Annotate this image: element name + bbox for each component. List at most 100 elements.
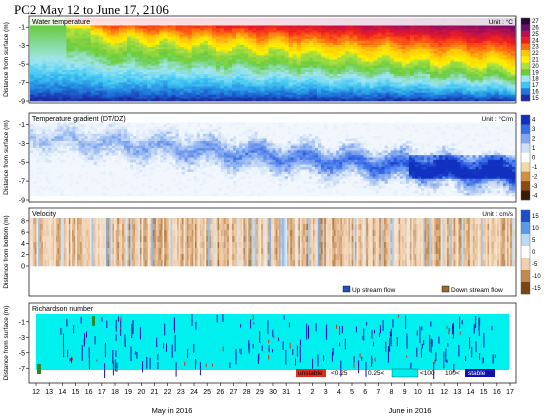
temperature-cell — [66, 42, 71, 46]
temperature-cell — [139, 69, 144, 73]
temperature-cell — [191, 84, 197, 87]
temperature-cell — [413, 76, 419, 79]
temperature-cell — [66, 49, 71, 52]
temperature-cell — [365, 88, 370, 92]
temperature-cell — [288, 88, 294, 92]
temperature-cell — [458, 76, 463, 79]
temperature-cell — [498, 61, 504, 65]
temperature-cell — [135, 98, 140, 102]
temperature-cell — [163, 44, 168, 48]
temperature-cell — [284, 82, 290, 85]
temperature-cell — [413, 51, 419, 54]
temperature-cell — [175, 80, 180, 83]
temperature-cell — [413, 42, 419, 46]
temperature-cell — [46, 76, 51, 79]
temperature-cell — [442, 65, 447, 69]
temperature-cell — [413, 36, 419, 40]
temperature-cell — [102, 47, 108, 50]
temperature-cell — [466, 86, 471, 89]
temperature-cell — [219, 44, 225, 48]
temperature-cell — [171, 80, 176, 83]
temperature-cell — [361, 69, 366, 73]
temperature-cell — [155, 96, 160, 100]
temperature-cell — [292, 63, 298, 67]
temperature-cell — [389, 44, 395, 48]
gradient-cell — [60, 140, 64, 144]
temperature-cell — [122, 88, 128, 92]
temperature-cell — [373, 44, 378, 48]
temperature-cell — [94, 98, 100, 102]
temperature-cell — [187, 55, 193, 58]
temperature-cell — [321, 61, 326, 65]
temperature-cell — [409, 82, 415, 85]
temperature-cell — [478, 78, 484, 81]
temperature-cell — [66, 78, 71, 81]
temperature-cell — [377, 71, 383, 75]
temperature-cell — [30, 28, 35, 31]
temperature-cell — [244, 92, 249, 96]
temperature-cell — [183, 49, 189, 52]
temperature-cell — [30, 51, 35, 54]
temperature-cell — [357, 96, 362, 100]
temperature-cell — [333, 44, 338, 48]
temperature-cell — [430, 88, 435, 92]
temperature-cell — [365, 98, 370, 102]
temperature-cell — [135, 96, 140, 100]
temperature-cell — [122, 65, 128, 69]
temperature-cell — [147, 78, 152, 81]
temperature-cell — [118, 78, 124, 81]
gradient-cell — [42, 188, 46, 191]
temperature-cell — [361, 34, 366, 38]
temperature-cell — [215, 84, 221, 87]
temperature-cell — [325, 63, 330, 67]
temperature-cell — [409, 47, 415, 50]
temperature-cell — [248, 88, 253, 92]
temperature-cell — [304, 71, 310, 75]
temperature-cell — [74, 80, 79, 83]
temperature-cell — [195, 44, 201, 48]
temperature-cell — [284, 71, 290, 75]
temperature-cell — [393, 88, 399, 92]
temperature-cell — [365, 55, 370, 58]
temperature-cell — [98, 42, 104, 46]
temperature-cell — [191, 63, 197, 67]
temperature-cell — [127, 74, 132, 77]
temperature-cell — [466, 61, 471, 65]
temperature-cell — [131, 57, 136, 60]
temperature-cell — [422, 44, 427, 48]
temperature-cell — [159, 36, 164, 40]
gradient-cell — [63, 129, 67, 132]
temperature-cell — [393, 69, 399, 73]
temperature-cell — [211, 28, 217, 31]
temperature-cell — [478, 53, 484, 56]
temperature-cell — [296, 65, 302, 69]
temperature-cell — [215, 76, 221, 79]
temperature-cell — [127, 34, 132, 38]
temperature-cell — [54, 26, 59, 29]
temperature-cell — [470, 34, 475, 38]
temperature-cell — [50, 59, 55, 62]
temperature-cell — [442, 86, 447, 89]
temperature-cell — [345, 30, 350, 33]
gradient-cell — [45, 157, 49, 161]
temperature-cell — [118, 80, 124, 83]
temperature-cell — [147, 65, 152, 69]
temperature-cell — [434, 94, 439, 98]
temperature-cell — [38, 38, 43, 42]
temperature-cell — [78, 32, 83, 36]
temperature-cell — [110, 65, 116, 69]
temperature-cell — [450, 34, 455, 38]
temperature-cell — [143, 44, 148, 48]
temperature-cell — [187, 49, 193, 52]
temperature-cell — [422, 67, 427, 71]
temperature-cell — [131, 69, 136, 73]
temperature-cell — [219, 69, 225, 73]
temperature-cell — [312, 55, 318, 58]
temperature-cell — [236, 55, 241, 58]
temperature-cell — [418, 84, 423, 87]
temperature-cell — [232, 86, 237, 89]
temperature-cell — [385, 55, 391, 58]
temperature-cell — [377, 76, 383, 79]
temperature-cell — [466, 82, 471, 85]
temperature-cell — [131, 96, 136, 100]
